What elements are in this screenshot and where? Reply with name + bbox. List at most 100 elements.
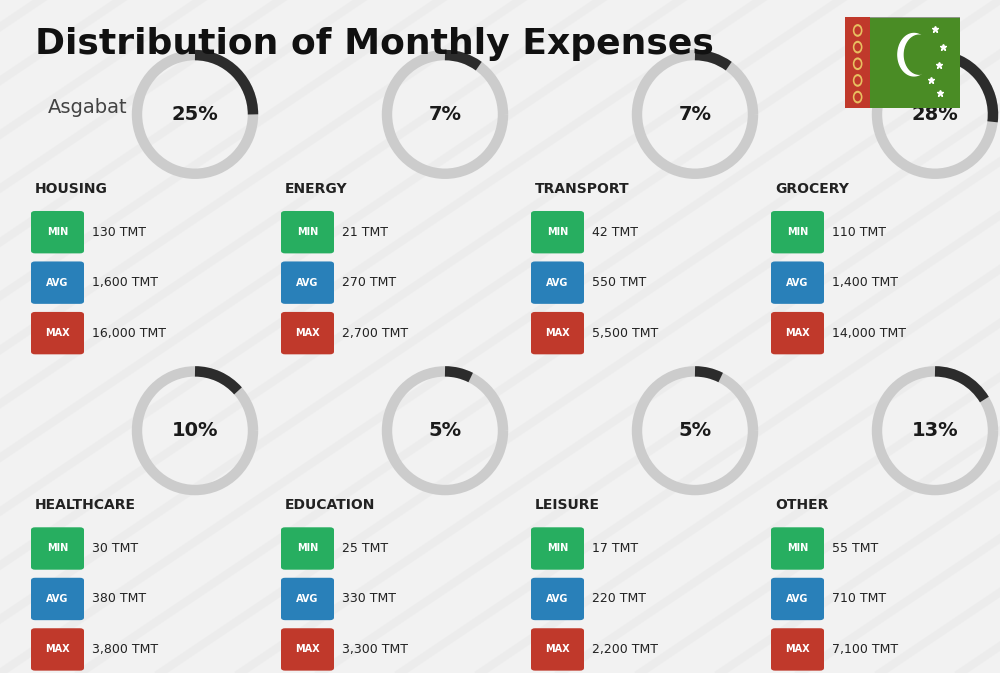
- Text: MIN: MIN: [547, 544, 568, 553]
- FancyBboxPatch shape: [31, 577, 84, 621]
- Text: 55 TMT: 55 TMT: [832, 542, 878, 555]
- Text: Asgabat: Asgabat: [48, 98, 128, 116]
- FancyBboxPatch shape: [31, 262, 84, 304]
- FancyBboxPatch shape: [281, 262, 334, 304]
- Text: GROCERY: GROCERY: [775, 182, 849, 196]
- Text: 42 TMT: 42 TMT: [592, 225, 638, 239]
- Text: 7,100 TMT: 7,100 TMT: [832, 643, 898, 656]
- Text: AVG: AVG: [296, 278, 319, 287]
- Text: AVG: AVG: [786, 278, 809, 287]
- FancyBboxPatch shape: [281, 629, 334, 670]
- Text: 28%: 28%: [912, 105, 958, 124]
- Text: 270 TMT: 270 TMT: [342, 276, 396, 289]
- Circle shape: [854, 26, 861, 35]
- Circle shape: [854, 43, 861, 51]
- FancyBboxPatch shape: [771, 211, 824, 253]
- Text: 5,500 TMT: 5,500 TMT: [592, 326, 658, 340]
- Text: 16,000 TMT: 16,000 TMT: [92, 326, 166, 340]
- FancyBboxPatch shape: [531, 262, 584, 304]
- Text: 13%: 13%: [912, 421, 958, 440]
- FancyBboxPatch shape: [771, 577, 824, 621]
- Circle shape: [854, 59, 861, 68]
- Circle shape: [854, 93, 861, 102]
- Circle shape: [853, 74, 862, 87]
- Text: MIN: MIN: [297, 227, 318, 237]
- Text: 1,400 TMT: 1,400 TMT: [832, 276, 898, 289]
- Text: 1,600 TMT: 1,600 TMT: [92, 276, 158, 289]
- FancyBboxPatch shape: [31, 211, 84, 253]
- Text: 30 TMT: 30 TMT: [92, 542, 138, 555]
- Text: AVG: AVG: [46, 594, 69, 604]
- Text: 130 TMT: 130 TMT: [92, 225, 146, 239]
- FancyBboxPatch shape: [281, 211, 334, 253]
- Circle shape: [854, 76, 861, 85]
- Text: TRANSPORT: TRANSPORT: [535, 182, 630, 196]
- Circle shape: [853, 24, 862, 37]
- FancyBboxPatch shape: [531, 629, 584, 670]
- FancyBboxPatch shape: [281, 577, 334, 621]
- Text: 710 TMT: 710 TMT: [832, 592, 886, 606]
- FancyBboxPatch shape: [531, 577, 584, 621]
- FancyBboxPatch shape: [771, 262, 824, 304]
- FancyBboxPatch shape: [845, 17, 870, 108]
- Text: AVG: AVG: [46, 278, 69, 287]
- Text: MAX: MAX: [545, 328, 570, 338]
- Text: OTHER: OTHER: [775, 498, 828, 512]
- FancyBboxPatch shape: [31, 528, 84, 569]
- Circle shape: [853, 91, 862, 104]
- Text: 2,700 TMT: 2,700 TMT: [342, 326, 408, 340]
- Text: 5%: 5%: [678, 421, 712, 440]
- FancyBboxPatch shape: [845, 17, 960, 108]
- Text: MAX: MAX: [45, 645, 70, 654]
- Text: 10%: 10%: [172, 421, 218, 440]
- Text: 25%: 25%: [172, 105, 218, 124]
- Text: 380 TMT: 380 TMT: [92, 592, 146, 606]
- Text: 14,000 TMT: 14,000 TMT: [832, 326, 906, 340]
- Text: Distribution of Monthly Expenses: Distribution of Monthly Expenses: [35, 27, 714, 61]
- FancyBboxPatch shape: [31, 312, 84, 354]
- Text: 220 TMT: 220 TMT: [592, 592, 646, 606]
- Text: MIN: MIN: [787, 544, 808, 553]
- FancyBboxPatch shape: [31, 629, 84, 670]
- Text: 330 TMT: 330 TMT: [342, 592, 396, 606]
- Text: 110 TMT: 110 TMT: [832, 225, 886, 239]
- Text: 17 TMT: 17 TMT: [592, 542, 638, 555]
- Text: LEISURE: LEISURE: [535, 498, 600, 512]
- Circle shape: [853, 57, 862, 70]
- Text: 550 TMT: 550 TMT: [592, 276, 646, 289]
- Text: MAX: MAX: [545, 645, 570, 654]
- Text: 3,300 TMT: 3,300 TMT: [342, 643, 408, 656]
- FancyBboxPatch shape: [531, 528, 584, 569]
- Text: AVG: AVG: [296, 594, 319, 604]
- FancyBboxPatch shape: [281, 312, 334, 354]
- Text: MAX: MAX: [785, 328, 810, 338]
- Circle shape: [853, 41, 862, 53]
- Text: ENERGY: ENERGY: [285, 182, 348, 196]
- FancyBboxPatch shape: [281, 528, 334, 569]
- FancyBboxPatch shape: [531, 211, 584, 253]
- Text: MIN: MIN: [47, 227, 68, 237]
- Text: AVG: AVG: [546, 278, 569, 287]
- Text: 25 TMT: 25 TMT: [342, 542, 388, 555]
- Text: MIN: MIN: [297, 544, 318, 553]
- Text: MIN: MIN: [787, 227, 808, 237]
- Text: MIN: MIN: [547, 227, 568, 237]
- Text: AVG: AVG: [786, 594, 809, 604]
- Text: MIN: MIN: [47, 544, 68, 553]
- Text: 21 TMT: 21 TMT: [342, 225, 388, 239]
- FancyBboxPatch shape: [771, 528, 824, 569]
- Text: 5%: 5%: [428, 421, 462, 440]
- Text: 7%: 7%: [429, 105, 462, 124]
- Text: EDUCATION: EDUCATION: [285, 498, 375, 512]
- Text: 2,200 TMT: 2,200 TMT: [592, 643, 658, 656]
- Text: MAX: MAX: [45, 328, 70, 338]
- Polygon shape: [904, 35, 934, 74]
- Text: 7%: 7%: [679, 105, 712, 124]
- FancyBboxPatch shape: [771, 629, 824, 670]
- Polygon shape: [898, 34, 930, 76]
- Text: MAX: MAX: [785, 645, 810, 654]
- FancyBboxPatch shape: [771, 312, 824, 354]
- Text: 3,800 TMT: 3,800 TMT: [92, 643, 158, 656]
- Text: AVG: AVG: [546, 594, 569, 604]
- Text: HEALTHCARE: HEALTHCARE: [35, 498, 136, 512]
